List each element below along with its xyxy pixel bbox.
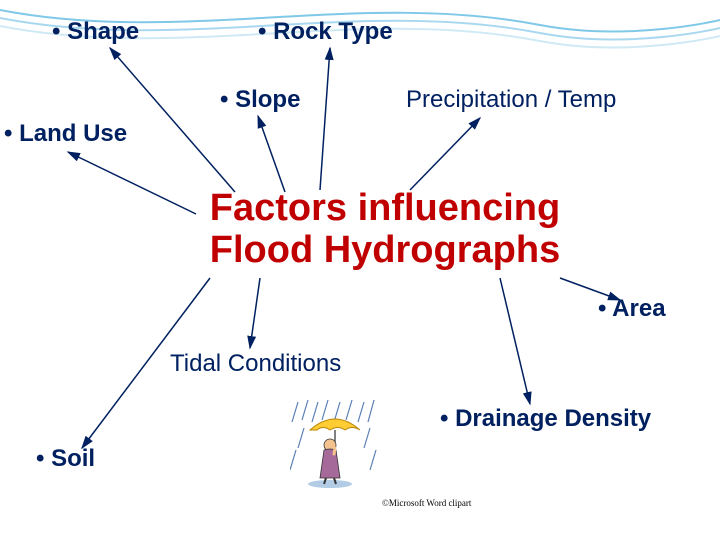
- arrow: [500, 278, 530, 404]
- label-tidal: Tidal Conditions: [170, 350, 341, 378]
- clipart-citation: ©Microsoft Word clipart: [382, 498, 471, 508]
- label-landuse: • Land Use: [4, 120, 127, 148]
- title-line-1: Factors influencing: [175, 188, 595, 230]
- title-line-2: Flood Hydrographs: [175, 230, 595, 272]
- puddle: [308, 480, 352, 488]
- person-arm: [334, 448, 335, 454]
- person-body: [320, 449, 340, 478]
- arrow: [250, 278, 260, 348]
- label-rocktype: • Rock Type: [258, 18, 393, 46]
- arrow: [410, 118, 480, 190]
- label-drainage: • Drainage Density: [440, 405, 651, 433]
- rain-clipart: [290, 400, 380, 490]
- arrow: [320, 48, 330, 190]
- label-soil: • Soil: [36, 445, 95, 473]
- diagram-title: Factors influencing Flood Hydrographs: [175, 188, 595, 272]
- label-slope: • Slope: [220, 86, 300, 114]
- arrow: [258, 116, 285, 192]
- label-area: • Area: [598, 295, 666, 323]
- label-shape: • Shape: [52, 18, 139, 46]
- umbrella-canopy: [310, 419, 360, 430]
- label-precip: Precipitation / Temp: [406, 86, 616, 114]
- arrow: [110, 48, 235, 192]
